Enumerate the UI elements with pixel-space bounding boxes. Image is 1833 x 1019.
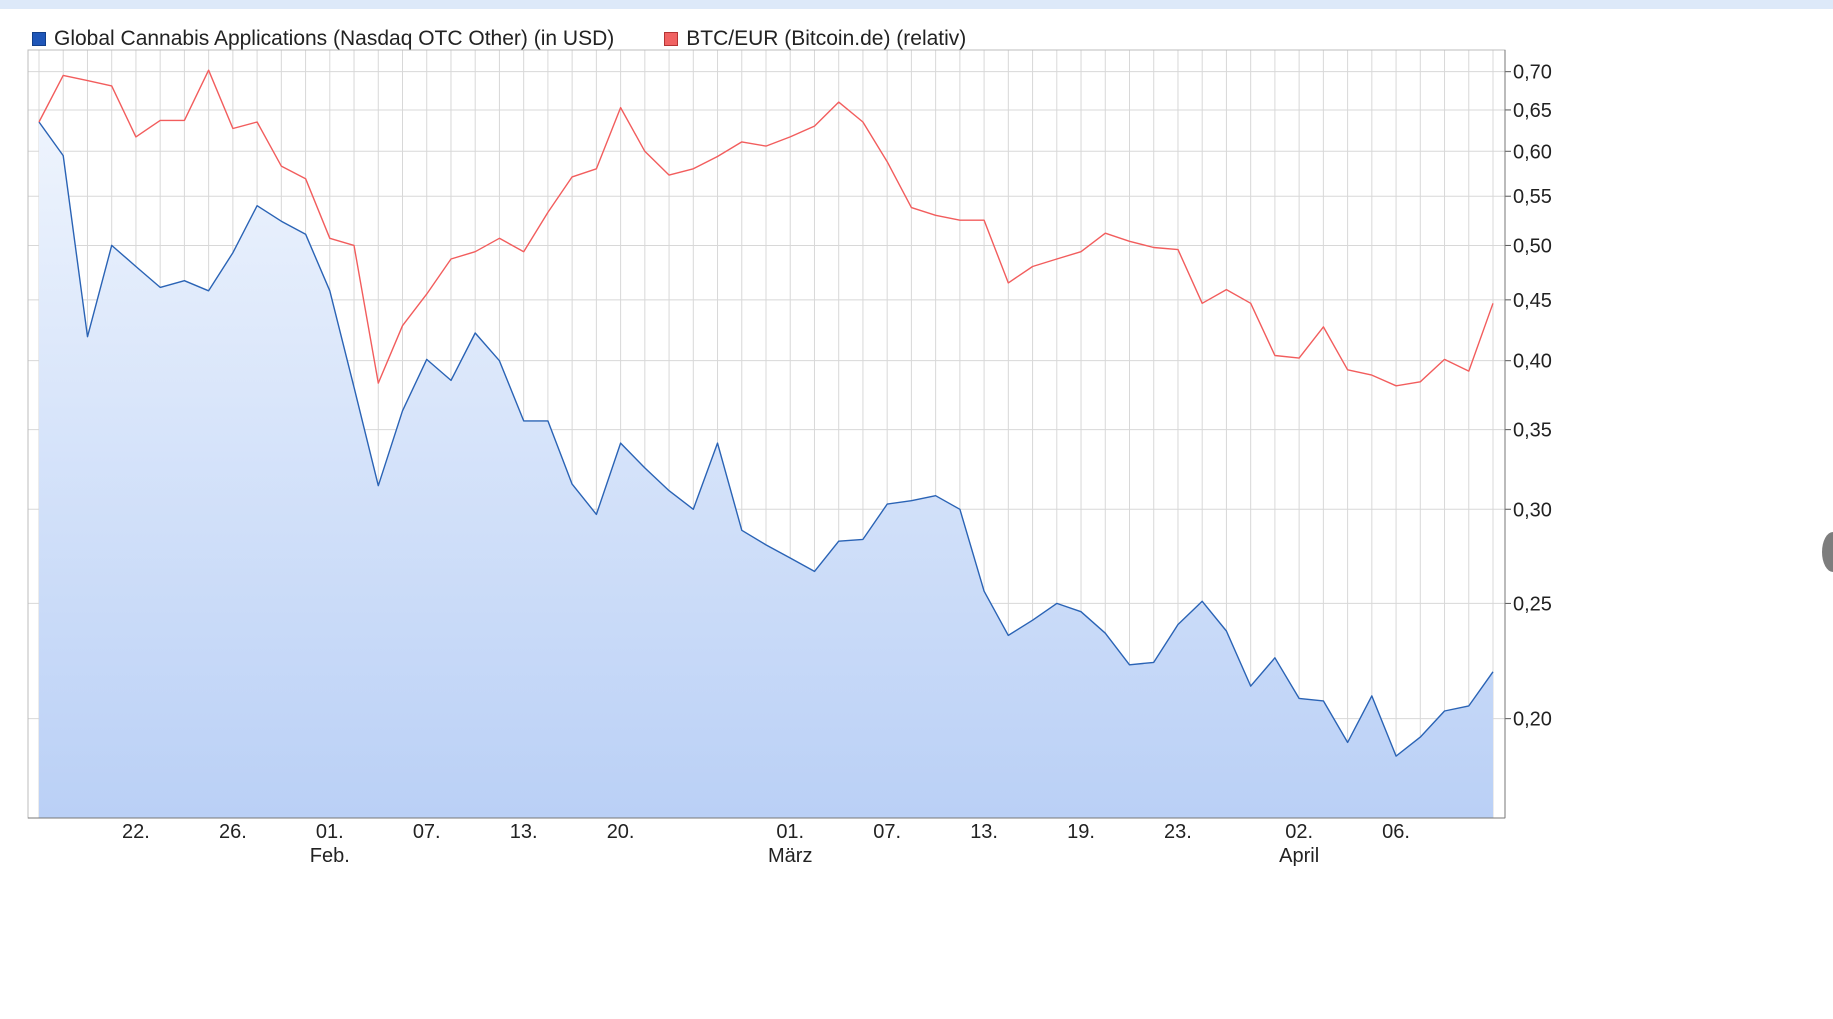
x-tick-label: 07.	[873, 821, 901, 843]
legend-swatch-global-cannabis	[32, 32, 46, 46]
legend-label-global-cannabis: Global Cannabis Applications (Nasdaq OTC…	[54, 27, 615, 50]
x-tick-label: 22.	[122, 821, 150, 843]
x-tick-label: 23.	[1164, 821, 1192, 843]
legend-label-btc-eur: BTC/EUR (Bitcoin.de) (relativ)	[686, 27, 967, 50]
series-line-layer	[38, 69, 1494, 757]
y-tick-label: 0,50	[1513, 235, 1552, 257]
legend: Global Cannabis Applications (Nasdaq OTC…	[32, 24, 1016, 54]
x-tick-label: 06.	[1382, 821, 1410, 843]
x-month-label: April	[1279, 845, 1319, 867]
series-line-btc-eur[interactable]	[38, 69, 1494, 387]
y-tick-label: 0,40	[1513, 351, 1552, 373]
x-tick-label: 01.	[776, 821, 804, 843]
legend-swatch-btc-eur	[664, 32, 679, 46]
legend-item-btc-eur[interactable]: BTC/EUR (Bitcoin.de) (relativ)	[664, 27, 966, 51]
y-tick-label: 0,45	[1513, 290, 1552, 312]
x-month-label: März	[768, 845, 812, 867]
top-bar	[0, 0, 1833, 9]
page-scroll-handle[interactable]	[1822, 532, 1833, 572]
x-tick-label: 02.	[1285, 821, 1313, 843]
series-area-global-cannabis	[39, 122, 1493, 818]
x-tick-label: 19.	[1067, 821, 1095, 843]
y-tick-label: 0,70	[1513, 62, 1552, 84]
y-tick-label: 0,35	[1513, 420, 1552, 442]
y-tick-label: 0,30	[1513, 499, 1552, 521]
tick-labels: 0,70 0,65 0,60 0,55 0,50 0,45 0,40 0,35 0,30 0,25…	[122, 62, 1552, 867]
x-tick-label: 20.	[607, 821, 635, 843]
y-tick-label: 0,20	[1513, 709, 1552, 731]
series-line-global-cannabis[interactable]	[38, 121, 1494, 757]
y-tick-label: 0,60	[1513, 141, 1552, 163]
x-tick-label: 13.	[970, 821, 998, 843]
x-tick-label: 01.	[316, 821, 344, 843]
x-tick-label: 26.	[219, 821, 247, 843]
x-tick-label: 07.	[413, 821, 441, 843]
y-tick-label: 0,65	[1513, 100, 1552, 122]
x-month-label: Feb.	[310, 845, 350, 867]
legend-item-global-cannabis[interactable]: Global Cannabis Applications (Nasdaq OTC…	[32, 27, 614, 51]
series-area-layer	[39, 122, 1493, 818]
axes	[27, 49, 1511, 819]
x-tick-label: 13.	[510, 821, 538, 843]
y-tick-label: 0,25	[1513, 593, 1552, 615]
y-tick-label: 0,55	[1513, 186, 1552, 208]
